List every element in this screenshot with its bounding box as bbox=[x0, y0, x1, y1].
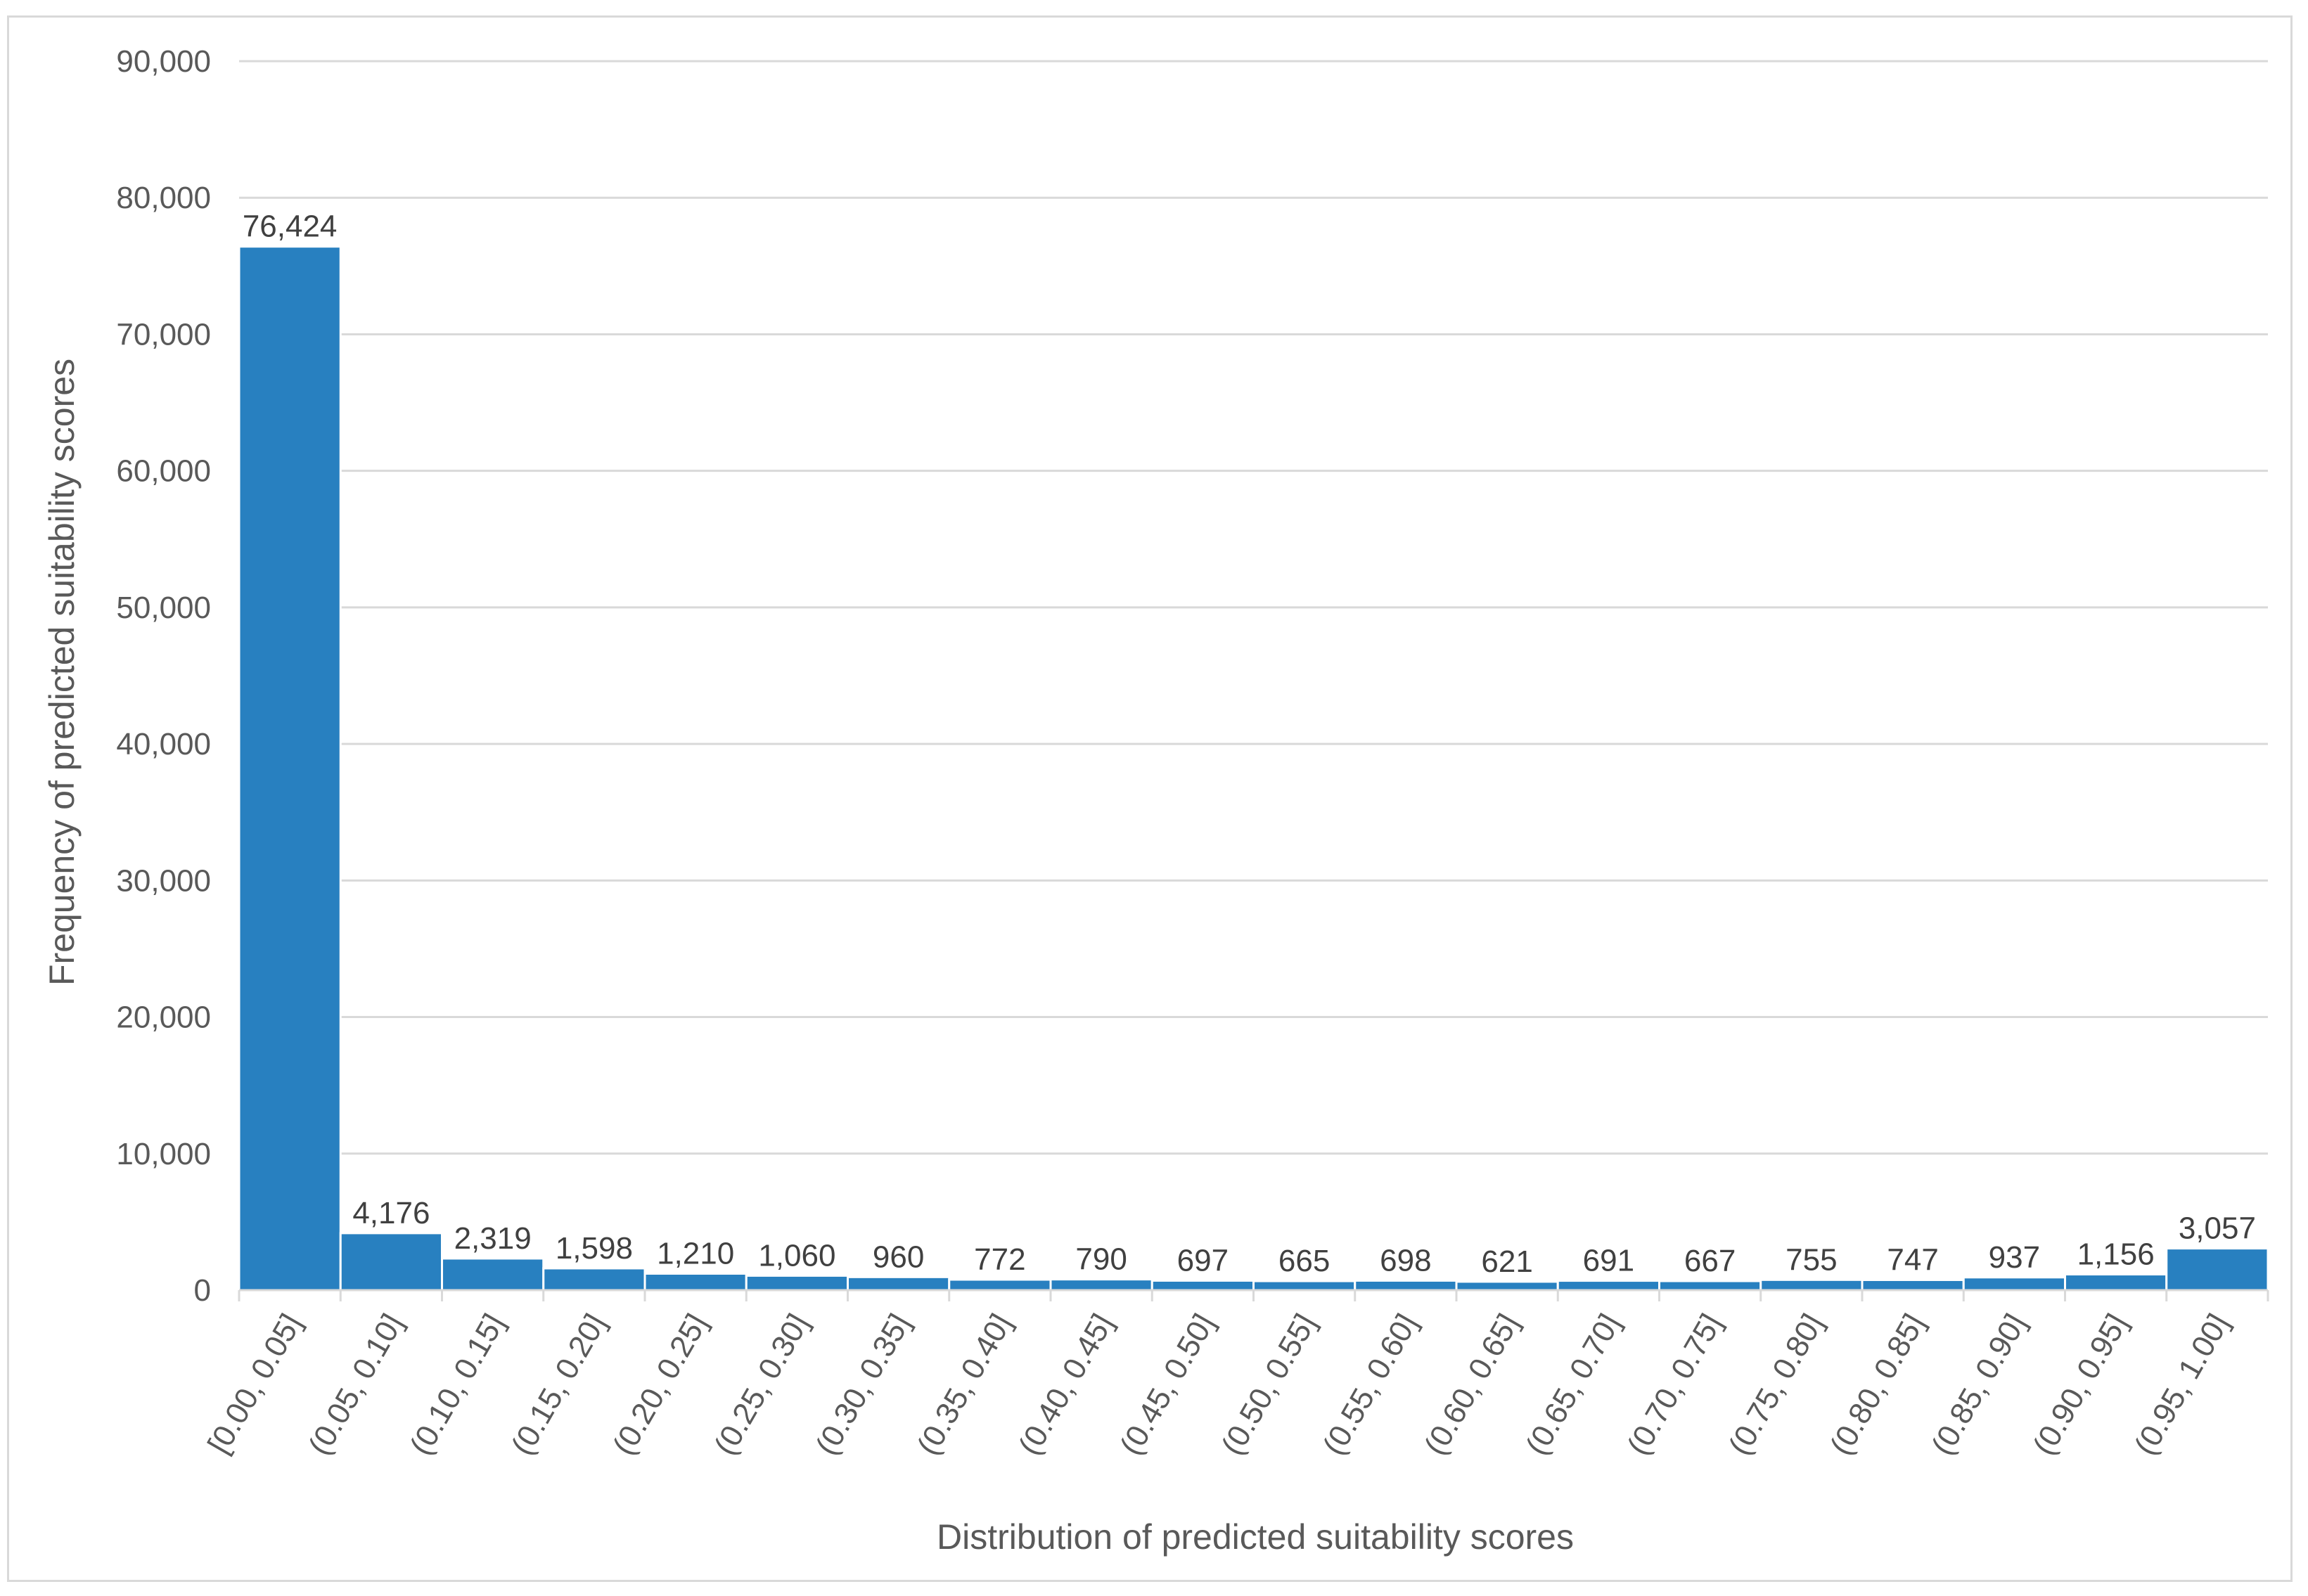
bar bbox=[847, 1275, 951, 1292]
bar bbox=[1354, 1279, 1458, 1292]
bar bbox=[1049, 1278, 1153, 1292]
y-tick-label: 60,000 bbox=[116, 454, 211, 489]
data-label: 1,060 bbox=[758, 1238, 835, 1273]
x-tick-label: [0.00, 0.05] bbox=[201, 1308, 309, 1460]
bar bbox=[1962, 1276, 2066, 1292]
x-tick-label: (0.65, 0.70] bbox=[1519, 1308, 1627, 1461]
bar bbox=[1252, 1280, 1357, 1292]
x-tick-label: (0.15, 0.20] bbox=[505, 1308, 613, 1461]
data-label: 4,176 bbox=[352, 1196, 430, 1230]
bar bbox=[643, 1272, 748, 1292]
bar bbox=[1455, 1280, 1559, 1292]
bar bbox=[1759, 1278, 1864, 1292]
bar bbox=[1556, 1280, 1660, 1292]
data-label: 667 bbox=[1684, 1244, 1736, 1278]
x-axis-ticks: [0.00, 0.05](0.05, 0.10](0.10, 0.15](0.1… bbox=[201, 1308, 2236, 1461]
bar bbox=[745, 1274, 849, 1292]
x-tick-label: (0.30, 0.35] bbox=[809, 1308, 918, 1461]
y-tick-label: 10,000 bbox=[116, 1137, 211, 1171]
x-tick-label: (0.10, 0.15] bbox=[404, 1308, 512, 1461]
bar bbox=[1150, 1279, 1255, 1292]
x-tick-label: (0.75, 0.80] bbox=[1722, 1308, 1831, 1461]
x-axis-title: Distribution of predicted suitability sc… bbox=[937, 1517, 1574, 1557]
data-label: 790 bbox=[1075, 1242, 1127, 1277]
data-label: 1,598 bbox=[556, 1231, 633, 1266]
x-tick-label: (0.70, 0.75] bbox=[1621, 1308, 1729, 1461]
bar bbox=[339, 1232, 443, 1292]
y-axis-title: Frequency of predicted suitability score… bbox=[42, 359, 82, 986]
data-labels: 76,424 4,176 2,319 1,598 1,210 1,060 960 772 790… bbox=[243, 210, 2256, 1279]
data-label: 747 bbox=[1887, 1242, 1938, 1277]
x-tick-label: (0.40, 0.45] bbox=[1012, 1308, 1120, 1461]
data-label: 1,156 bbox=[2077, 1237, 2155, 1272]
data-label: 3,057 bbox=[2179, 1211, 2256, 1246]
data-label: 960 bbox=[873, 1240, 924, 1274]
x-axis bbox=[238, 1289, 2269, 1301]
data-label: 698 bbox=[1380, 1243, 1431, 1278]
x-tick-label: (0.85, 0.90] bbox=[1925, 1308, 2033, 1461]
x-tick-label: (0.55, 0.60] bbox=[1316, 1308, 1425, 1461]
y-tick-label: 0 bbox=[194, 1273, 211, 1308]
bar bbox=[2165, 1247, 2269, 1292]
x-tick-label: (0.20, 0.25] bbox=[606, 1308, 714, 1461]
y-tick-label: 20,000 bbox=[116, 1000, 211, 1035]
x-tick-label: (0.35, 0.40] bbox=[911, 1308, 1019, 1461]
bar bbox=[441, 1257, 545, 1292]
y-tick-label: 90,000 bbox=[116, 44, 211, 79]
x-tick-label: (0.45, 0.50] bbox=[1113, 1308, 1222, 1461]
y-axis-ticks: 0 10,000 20,000 30,000 40,000 50,000 60,000 70,… bbox=[116, 44, 211, 1308]
data-label: 697 bbox=[1177, 1243, 1229, 1278]
y-tick-label: 30,000 bbox=[116, 863, 211, 898]
gridlines bbox=[239, 60, 2268, 1155]
x-tick-label: (0.80, 0.85] bbox=[1823, 1308, 1932, 1461]
bar bbox=[2064, 1273, 2168, 1292]
chart-frame bbox=[7, 15, 2293, 1582]
bar bbox=[238, 245, 342, 1292]
x-tick-label: (0.05, 0.10] bbox=[302, 1308, 410, 1461]
y-tick-label: 40,000 bbox=[116, 727, 211, 761]
bar bbox=[948, 1278, 1052, 1292]
x-tick-label: (0.25, 0.30] bbox=[707, 1308, 816, 1461]
data-label: 2,319 bbox=[454, 1221, 532, 1256]
y-tick-label: 80,000 bbox=[116, 181, 211, 215]
data-label: 937 bbox=[1989, 1240, 2040, 1275]
x-tick-label: (0.95, 1.00] bbox=[2128, 1308, 2236, 1461]
bars bbox=[238, 245, 2269, 1292]
data-label: 621 bbox=[1481, 1244, 1532, 1279]
x-tick-label: (0.60, 0.65] bbox=[1418, 1308, 1526, 1461]
data-label: 772 bbox=[974, 1242, 1025, 1277]
data-label: 755 bbox=[1786, 1242, 1837, 1277]
bar bbox=[1658, 1280, 1762, 1292]
bar bbox=[1861, 1278, 1965, 1292]
x-tick-label: (0.90, 0.95] bbox=[2027, 1308, 2135, 1461]
x-tick-label: (0.50, 0.55] bbox=[1215, 1308, 1323, 1461]
y-tick-label: 50,000 bbox=[116, 591, 211, 625]
data-label: 1,210 bbox=[657, 1236, 734, 1270]
y-tick-label: 70,000 bbox=[116, 317, 211, 352]
bar bbox=[542, 1267, 646, 1292]
data-label: 76,424 bbox=[243, 210, 338, 244]
data-label: 691 bbox=[1583, 1244, 1634, 1278]
data-label: 665 bbox=[1278, 1244, 1330, 1278]
